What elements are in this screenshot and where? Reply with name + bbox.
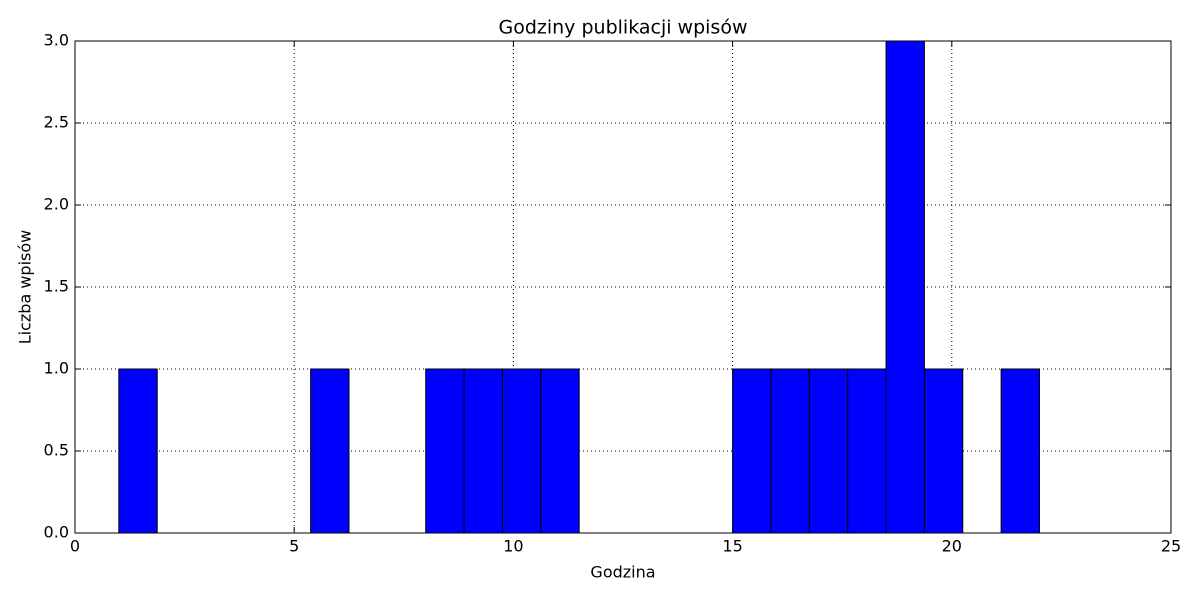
bar (770, 368, 810, 534)
x-tick-label: 10 (503, 537, 523, 556)
bar (808, 368, 849, 534)
bar (1000, 368, 1040, 534)
y-axis-label: Liczba wpisów (16, 230, 35, 345)
plot-frame (74, 40, 1172, 534)
bar (540, 368, 580, 534)
bar (501, 368, 542, 534)
y-tick-label: 1.5 (44, 277, 69, 296)
y-tick-label: 1.0 (44, 359, 69, 378)
x-tick-label: 0 (70, 537, 80, 556)
bar (310, 368, 350, 534)
bar (732, 368, 772, 534)
x-axis-label: Godzina (590, 563, 655, 582)
chart-title: Godziny publikacji wpisów (498, 17, 747, 39)
y-tick-label: 2.5 (44, 113, 69, 132)
x-tick-label: 15 (722, 537, 742, 556)
x-tick-label: 25 (1161, 537, 1181, 556)
y-tick-label: 0.5 (44, 441, 69, 460)
x-tick-label: 5 (289, 537, 299, 556)
bar (425, 368, 465, 534)
bar (847, 368, 887, 534)
bar (463, 368, 503, 534)
bar (885, 40, 925, 534)
x-tick-label: 20 (942, 537, 962, 556)
y-tick-label: 0.0 (44, 523, 69, 542)
y-tick-label: 2.0 (44, 195, 69, 214)
bar (118, 368, 158, 534)
bar (923, 368, 964, 534)
y-tick-label: 3.0 (44, 31, 69, 50)
